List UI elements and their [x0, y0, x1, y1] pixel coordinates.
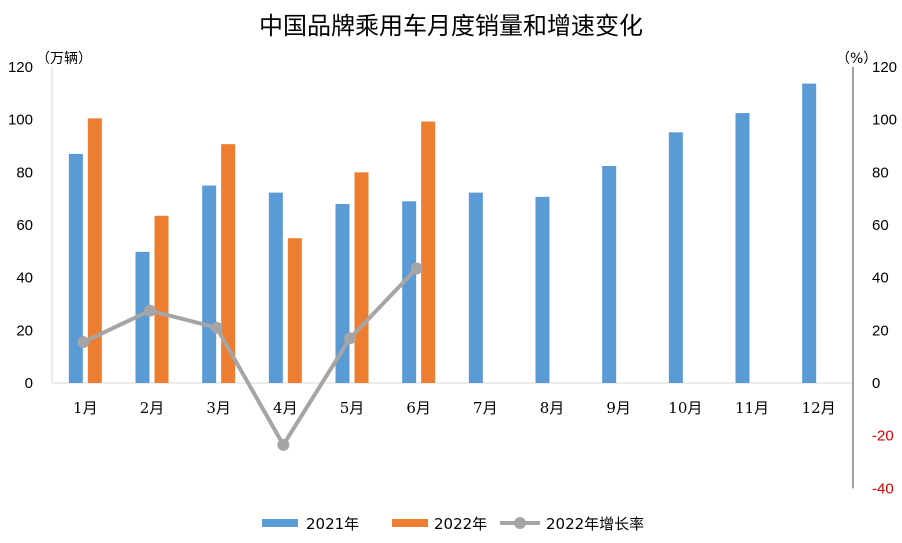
- category-label: 12月: [802, 399, 836, 417]
- bar-2022: [421, 121, 436, 383]
- growth-point: [77, 336, 90, 349]
- right-tick-label: 0: [872, 375, 880, 392]
- legend-label-growth: 2022年增长率: [546, 515, 644, 533]
- right-tick-label: -20: [872, 428, 894, 445]
- right-tick-label: 120: [872, 59, 897, 76]
- chart-title: 中国品牌乘用车月度销量和增速变化: [259, 12, 643, 40]
- left-tick-label: 40: [16, 270, 33, 287]
- bar-2021: [68, 153, 83, 383]
- bar-2021: [735, 113, 750, 383]
- category-label: 4月: [273, 399, 298, 417]
- category-label: 2月: [140, 399, 165, 417]
- left-tick-label: 20: [16, 322, 33, 339]
- right-tick-label: 40: [872, 270, 889, 287]
- bar-2021: [468, 192, 483, 383]
- right-tick-label: 60: [872, 217, 889, 234]
- growth-point: [144, 304, 156, 317]
- bar-2021: [202, 185, 217, 383]
- left-tick-label: 120: [8, 59, 33, 76]
- bar-2021: [668, 132, 683, 383]
- left-axis-unit: （万辆）: [36, 51, 92, 67]
- category-label: 3月: [206, 399, 231, 417]
- bar-2022: [87, 118, 102, 383]
- left-tick-label: 60: [16, 217, 33, 234]
- bar-2022: [354, 172, 369, 383]
- left-tick-label: 0: [25, 375, 33, 392]
- bars: [68, 83, 817, 383]
- bar-2022: [287, 238, 302, 383]
- growth-point: [344, 332, 356, 345]
- growth-point: [210, 321, 223, 334]
- category-label: 10月: [668, 399, 702, 417]
- tick-labels: 0 20 40 60 80 100 120 -40 -20 0 20 40 60 80 100 120 1月 2月…: [8, 59, 897, 497]
- legend-swatch-2021: [262, 519, 298, 527]
- legend-marker-growth: [514, 517, 526, 529]
- growth-line: [77, 262, 423, 451]
- legend: 2021年 2022年 2022年增长率: [262, 515, 644, 533]
- category-label: 6月: [406, 399, 431, 417]
- bar-2021: [402, 201, 417, 383]
- bar-2021: [535, 196, 550, 383]
- growth-point: [410, 262, 423, 275]
- category-label: 8月: [540, 399, 565, 417]
- right-tick-label: 80: [872, 164, 889, 181]
- bar-2022: [154, 215, 169, 383]
- right-tick-label: -40: [872, 480, 894, 497]
- legend-label-2022: 2022年: [434, 515, 487, 533]
- bar-2021: [602, 166, 617, 383]
- axes: [51, 67, 854, 489]
- category-label: 11月: [735, 399, 769, 417]
- bar-2021: [268, 192, 283, 383]
- category-label: 1月: [73, 399, 98, 417]
- growth-line-path: [82, 267, 419, 447]
- growth-point: [277, 438, 290, 451]
- legend-label-2021: 2021年: [306, 515, 359, 533]
- left-tick-label: 80: [16, 164, 33, 181]
- legend-swatch-2022: [392, 519, 428, 527]
- bar-2022: [221, 144, 236, 383]
- right-tick-label: 100: [872, 112, 897, 129]
- category-label: 9月: [606, 399, 631, 417]
- bar-2021: [135, 251, 150, 383]
- left-tick-label: 100: [8, 112, 33, 129]
- bar-2021: [802, 83, 817, 383]
- right-tick-label: 20: [872, 322, 889, 339]
- category-label: 7月: [473, 399, 498, 417]
- category-label: 5月: [340, 399, 365, 417]
- right-axis-unit: （%）: [836, 51, 877, 67]
